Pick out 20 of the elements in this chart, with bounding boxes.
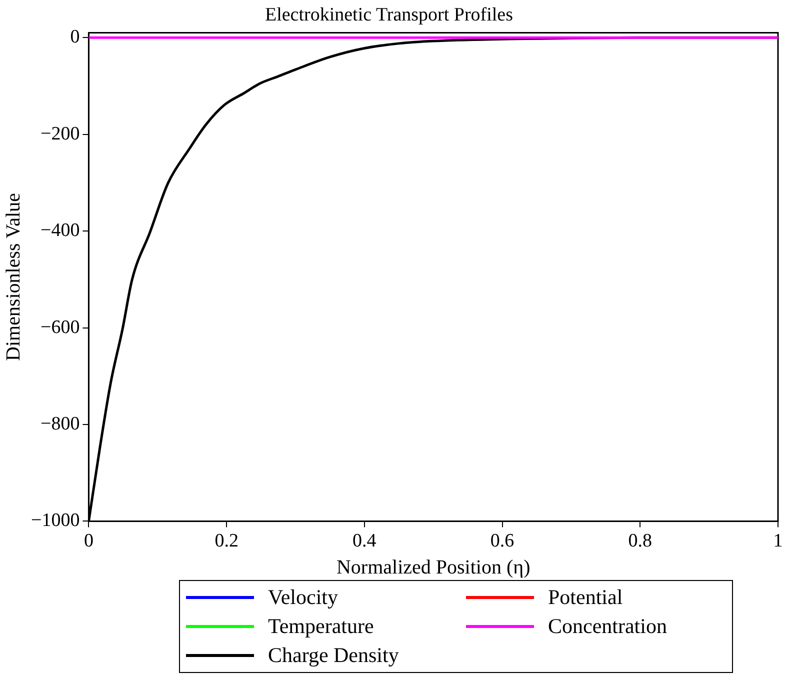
- x-tick-label: 0.6: [490, 530, 514, 552]
- legend-label: Velocity: [268, 584, 338, 611]
- legend-label: Temperature: [268, 613, 374, 640]
- legend-label: Charge Density: [268, 642, 399, 669]
- x-tick-label: 1: [773, 530, 783, 552]
- legend-label: Potential: [548, 584, 623, 611]
- y-tick-label: −200: [40, 123, 80, 144]
- y-tick-label: −800: [40, 413, 80, 434]
- x-tick-label: 0.2: [214, 530, 238, 552]
- x-tick-label: 0.4: [352, 530, 377, 552]
- x-tick-label: 0.8: [628, 530, 652, 552]
- x-tick-label: 0: [84, 530, 94, 552]
- y-tick-label: −600: [40, 316, 80, 338]
- legend-label: Concentration: [548, 613, 667, 640]
- y-tick-label: −1000: [30, 510, 80, 532]
- y-axis-title: Dimensionless Value: [2, 192, 24, 361]
- y-tick-label: −400: [40, 220, 80, 242]
- chart-title: Electrokinetic Transport Profiles: [264, 4, 514, 26]
- y-tick-label: 0: [70, 26, 80, 48]
- x-axis-title: Normalized Position (η): [336, 556, 530, 578]
